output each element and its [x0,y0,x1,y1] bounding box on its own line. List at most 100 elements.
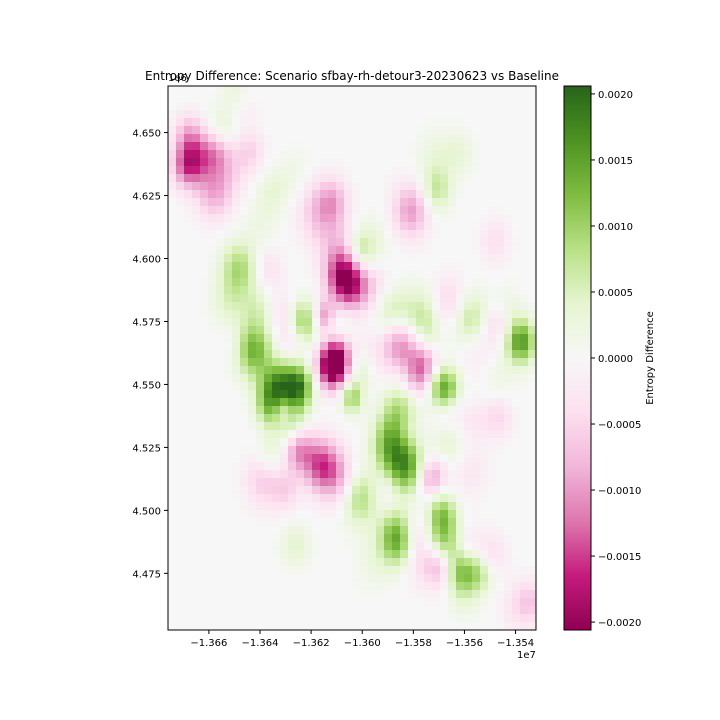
heatmap-cell [384,566,392,574]
heatmap-cell [488,574,496,582]
heatmap-cell [256,510,264,518]
heatmap-cell [456,542,464,550]
heatmap-cell [392,430,400,438]
heatmap-cell [480,342,488,350]
heatmap-cell [312,406,320,414]
heatmap-cell [424,158,432,166]
heatmap-cell [248,446,256,454]
heatmap-cell [264,342,272,350]
heatmap-cell [312,534,320,542]
heatmap-cell [336,158,344,166]
heatmap-cell [296,534,304,542]
heatmap-cell [344,406,352,414]
heatmap-cell [240,134,248,142]
heatmap-cell [264,318,272,326]
heatmap-cell [328,462,336,470]
heatmap-cell [320,182,328,190]
heatmap-cell [480,422,488,430]
heatmap-cell [480,278,488,286]
heatmap-cell [320,310,328,318]
heatmap-cell [528,350,536,358]
heatmap-cell [464,350,472,358]
heatmap-cell [240,262,248,270]
heatmap-cell [232,310,240,318]
heatmap-cell [472,558,480,566]
heatmap-cell [416,462,424,470]
heatmap-cell [504,542,512,550]
heatmap-cell [384,190,392,198]
heatmap-cell [400,398,408,406]
heatmap-cell [224,254,232,262]
heatmap-cell [464,334,472,342]
heatmap-cell [352,534,360,542]
heatmap-cell [328,190,336,198]
heatmap-cell [448,278,456,286]
heatmap-cell [344,366,352,374]
heatmap-cell [360,374,368,382]
heatmap-cell [432,270,440,278]
heatmap-cell [448,158,456,166]
heatmap-cell [440,406,448,414]
heatmap-cell [248,382,256,390]
heatmap-cell [432,422,440,430]
heatmap-cell [408,214,416,222]
heatmap-cell [424,334,432,342]
heatmap-cell [512,374,520,382]
heatmap-cell [352,254,360,262]
heatmap-cell [272,550,280,558]
heatmap-cell [248,350,256,358]
heatmap-cell [400,302,408,310]
heatmap-cell [400,422,408,430]
heatmap-cell [448,566,456,574]
heatmap-cell [336,470,344,478]
heatmap-cell [336,294,344,302]
heatmap-cell [392,310,400,318]
heatmap-cell [256,150,264,158]
heatmap-cell [264,310,272,318]
heatmap-cell [504,318,512,326]
heatmap-cell [328,470,336,478]
heatmap-cell [456,494,464,502]
heatmap-cell [216,174,224,182]
heatmap-cell [360,390,368,398]
heatmap-cell [256,326,264,334]
heatmap-cell [416,382,424,390]
heatmap-cell [408,310,416,318]
heatmap-cell [288,342,296,350]
heatmap-cell [440,342,448,350]
heatmap-cell [368,390,376,398]
heatmap-cell [288,390,296,398]
heatmap-cell [472,278,480,286]
heatmap-cell [528,614,536,622]
heatmap-cell [352,558,360,566]
heatmap-cell [256,414,264,422]
heatmap-cell [472,414,480,422]
heatmap-cell [312,286,320,294]
heatmap-cell [392,286,400,294]
heatmap-cell [424,350,432,358]
heatmap-cell [392,550,400,558]
heatmap-cell [480,318,488,326]
heatmap-cell [504,574,512,582]
heatmap-cell [240,510,248,518]
heatmap-cell [496,542,504,550]
heatmap-cell [312,494,320,502]
heatmap-cell [496,598,504,606]
heatmap-cell [256,182,264,190]
heatmap-cell [296,454,304,462]
heatmap-cell [344,430,352,438]
heatmap-cell [360,430,368,438]
heatmap-cell [352,358,360,366]
heatmap-cell [512,334,520,342]
heatmap-cell [496,566,504,574]
heatmap-cell [528,598,536,606]
heatmap-cell [296,206,304,214]
heatmap-cell [488,382,496,390]
heatmap-cell [384,206,392,214]
heatmap-cell [496,230,504,238]
heatmap-cell [224,190,232,198]
heatmap-cell [512,430,520,438]
heatmap-cell [392,414,400,422]
heatmap-cell [288,150,296,158]
heatmap-cell [352,318,360,326]
